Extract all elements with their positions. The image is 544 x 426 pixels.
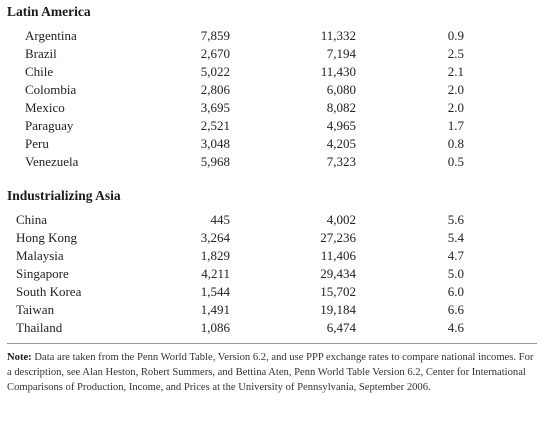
- value-col-1: 3,048: [200, 136, 230, 151]
- value-col-2: 19,184: [320, 302, 356, 317]
- value-col-2: 11,406: [320, 248, 356, 263]
- value-col-1: 7,859: [200, 28, 230, 43]
- country-name: Paraguay: [25, 118, 74, 133]
- value-col-3: 2.1: [447, 64, 464, 79]
- value-col-1: 5,968: [200, 154, 230, 169]
- value-col-2: 4,965: [326, 118, 356, 133]
- value-col-3: 5.4: [447, 230, 464, 245]
- country-name: Chile: [25, 64, 54, 79]
- value-col-1: 2,670: [200, 46, 230, 61]
- value-col-3: 2.5: [447, 46, 464, 61]
- note-text: Data are taken from the Penn World Table…: [7, 352, 534, 393]
- table-row: Thailand 1,086 6,474 4.6: [0, 320, 544, 338]
- value-col-1: 3,264: [200, 230, 230, 245]
- country-name: China: [16, 212, 48, 227]
- country-name: Venezuela: [25, 154, 79, 169]
- value-col-2: 11,430: [320, 64, 356, 79]
- value-col-2: 29,434: [320, 266, 356, 281]
- value-col-3: 2.0: [447, 100, 464, 115]
- value-col-2: 15,702: [320, 284, 356, 299]
- value-col-1: 1,544: [200, 284, 230, 299]
- country-name: Colombia: [25, 82, 77, 97]
- table-row: Venezuela 5,968 7,323 0.5: [0, 154, 544, 172]
- value-col-2: 7,194: [326, 46, 356, 61]
- table-row: Peru 3,048 4,205 0.8: [0, 136, 544, 154]
- table-row: Taiwan 1,491 19,184 6.6: [0, 302, 544, 320]
- table-row: Brazil 2,670 7,194 2.5: [0, 46, 544, 64]
- country-name: Peru: [25, 136, 49, 151]
- table-divider: [7, 343, 537, 344]
- country-name: South Korea: [16, 284, 82, 299]
- note-label: Note:: [7, 352, 32, 363]
- value-col-3: 0.9: [447, 28, 464, 43]
- table-row: Singapore 4,211 29,434 5.0: [0, 266, 544, 284]
- table-row: Malaysia 1,829 11,406 4.7: [0, 248, 544, 266]
- table-row: China 445 4,002 5.6: [0, 212, 544, 230]
- country-name: Taiwan: [16, 302, 55, 317]
- value-col-3: 2.0: [447, 82, 464, 97]
- value-col-3: 5.6: [447, 212, 464, 227]
- value-col-1: 5,022: [200, 64, 230, 79]
- country-name: Mexico: [25, 100, 65, 115]
- section-title-latin-america: Latin America: [7, 4, 91, 19]
- value-col-2: 4,205: [326, 136, 356, 151]
- table-row: Colombia 2,806 6,080 2.0: [0, 82, 544, 100]
- table-row: Chile 5,022 11,430 2.1: [0, 64, 544, 82]
- section-title-industrializing-asia: Industrializing Asia: [7, 188, 121, 203]
- value-col-2: 11,332: [320, 28, 356, 43]
- value-col-3: 1.7: [447, 118, 464, 133]
- table-row: Hong Kong 3,264 27,236 5.4: [0, 230, 544, 248]
- country-name: Argentina: [25, 28, 77, 43]
- value-col-1: 2,806: [200, 82, 230, 97]
- value-col-1: 4,211: [201, 266, 230, 281]
- value-col-2: 6,080: [326, 82, 356, 97]
- value-col-1: 1,829: [200, 248, 230, 263]
- country-name: Singapore: [16, 266, 69, 281]
- value-col-1: 3,695: [200, 100, 230, 115]
- table-row: Paraguay 2,521 4,965 1.7: [0, 118, 544, 136]
- value-col-3: 0.5: [447, 154, 464, 169]
- value-col-3: 5.0: [447, 266, 464, 281]
- value-col-1: 2,521: [200, 118, 230, 133]
- table-row: Argentina 7,859 11,332 0.9: [0, 28, 544, 46]
- value-col-3: 6.6: [447, 302, 464, 317]
- country-name: Thailand: [16, 320, 63, 335]
- table-note: Note: Data are taken from the Penn World…: [7, 350, 539, 395]
- value-col-1: 445: [210, 212, 231, 227]
- value-col-3: 4.6: [447, 320, 464, 335]
- value-col-2: 7,323: [326, 154, 356, 169]
- country-name: Brazil: [25, 46, 57, 61]
- country-name: Malaysia: [16, 248, 64, 263]
- country-name: Hong Kong: [16, 230, 78, 245]
- value-col-2: 27,236: [320, 230, 356, 245]
- value-col-2: 6,474: [326, 320, 356, 335]
- value-col-3: 6.0: [447, 284, 464, 299]
- value-col-2: 4,002: [326, 212, 356, 227]
- value-col-3: 0.8: [447, 136, 464, 151]
- value-col-1: 1,086: [200, 320, 230, 335]
- value-col-1: 1,491: [200, 302, 230, 317]
- value-col-2: 8,082: [326, 100, 356, 115]
- value-col-3: 4.7: [447, 248, 464, 263]
- table-row: Mexico 3,695 8,082 2.0: [0, 100, 544, 118]
- table-row: South Korea 1,544 15,702 6.0: [0, 284, 544, 302]
